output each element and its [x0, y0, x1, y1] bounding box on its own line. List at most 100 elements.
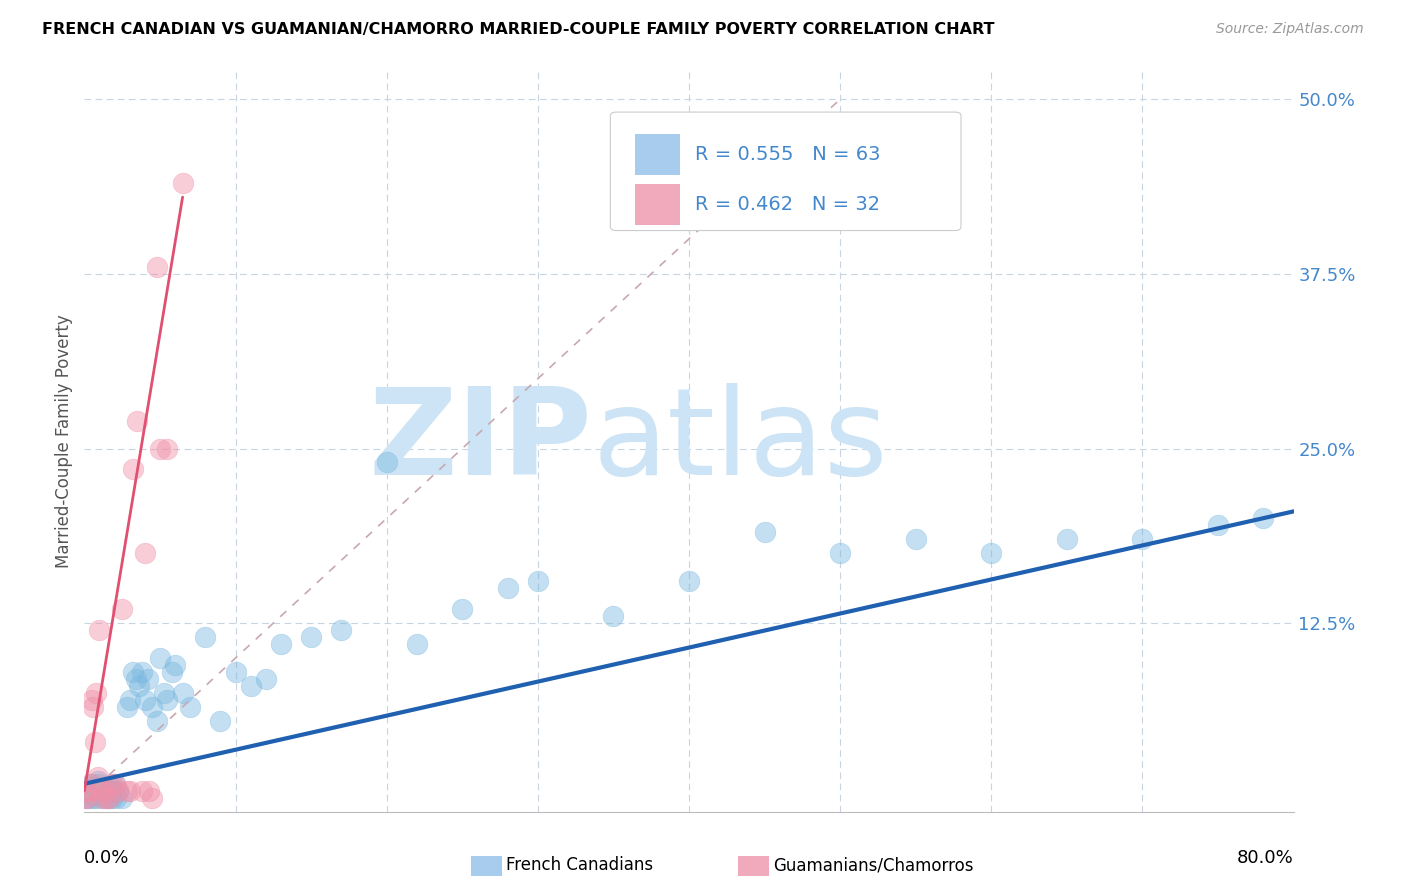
Point — [100, 790, 122, 805]
Text: R = 0.555   N = 63: R = 0.555 N = 63 — [695, 145, 880, 164]
Point — [1206, 518, 1229, 533]
Text: 0.0%: 0.0% — [84, 849, 129, 867]
Point — [73, 790, 96, 805]
Point — [141, 700, 163, 714]
Point — [156, 693, 179, 707]
Point — [93, 784, 115, 798]
Point — [406, 637, 429, 651]
Point — [375, 455, 398, 469]
Text: R = 0.462   N = 32: R = 0.462 N = 32 — [695, 195, 880, 214]
Point — [678, 574, 700, 589]
Point — [146, 260, 169, 274]
Point — [121, 665, 143, 679]
Text: Guamanians/Chamorros: Guamanians/Chamorros — [773, 856, 974, 874]
Point — [134, 693, 156, 707]
Point — [904, 533, 927, 547]
Bar — [634, 135, 681, 175]
Point — [97, 790, 120, 805]
Point — [146, 714, 169, 728]
Point — [115, 784, 138, 798]
Text: FRENCH CANADIAN VS GUAMANIAN/CHAMORRO MARRIED-COUPLE FAMILY POVERTY CORRELATION : FRENCH CANADIAN VS GUAMANIAN/CHAMORRO MA… — [42, 22, 994, 37]
Point — [96, 784, 118, 798]
Point — [101, 784, 124, 798]
Text: 80.0%: 80.0% — [1237, 849, 1294, 867]
Point — [96, 790, 118, 805]
Point — [194, 630, 217, 644]
Point — [79, 780, 101, 794]
Point — [141, 790, 163, 805]
Point — [136, 672, 159, 686]
Point — [1056, 533, 1078, 547]
Point — [526, 574, 548, 589]
Point — [98, 780, 121, 794]
Point — [451, 602, 474, 616]
Point — [118, 693, 141, 707]
Point — [115, 700, 138, 714]
Point — [89, 777, 111, 791]
Point — [90, 784, 112, 798]
Point — [77, 790, 100, 805]
Point — [128, 679, 150, 693]
Point — [118, 784, 141, 798]
Point — [91, 790, 114, 805]
Point — [1130, 533, 1153, 547]
Point — [84, 735, 107, 749]
Point — [75, 784, 97, 798]
Point — [104, 777, 127, 791]
Point — [76, 784, 98, 798]
Point — [79, 777, 101, 791]
Point — [86, 686, 108, 700]
Point — [97, 790, 120, 805]
Bar — [634, 185, 681, 225]
Point — [111, 602, 134, 616]
Point — [94, 790, 117, 805]
Point — [172, 176, 194, 190]
Point — [91, 790, 114, 805]
Point — [602, 609, 624, 624]
Point — [330, 623, 353, 637]
Point — [153, 686, 176, 700]
Point — [76, 790, 98, 805]
Point — [980, 546, 1002, 560]
Point — [172, 686, 194, 700]
Point — [82, 790, 104, 805]
Point — [121, 462, 143, 476]
Point — [104, 777, 127, 791]
Point — [299, 630, 322, 644]
Point — [86, 790, 108, 805]
Point — [138, 784, 160, 798]
Point — [87, 774, 110, 789]
Point — [496, 581, 519, 595]
Point — [100, 777, 122, 791]
Point — [160, 665, 183, 679]
Point — [131, 784, 153, 798]
Point — [90, 784, 112, 798]
Point — [125, 672, 148, 686]
Point — [163, 658, 186, 673]
Text: ZIP: ZIP — [368, 383, 592, 500]
Point — [239, 679, 262, 693]
Point — [254, 672, 277, 686]
Point — [82, 700, 104, 714]
Point — [89, 623, 111, 637]
Point — [84, 784, 107, 798]
FancyBboxPatch shape — [610, 112, 962, 230]
Point — [149, 442, 172, 456]
Text: Source: ZipAtlas.com: Source: ZipAtlas.com — [1216, 22, 1364, 37]
Point — [754, 525, 776, 540]
Point — [149, 651, 172, 665]
Point — [105, 790, 128, 805]
Point — [209, 714, 232, 728]
Point — [179, 700, 201, 714]
Point — [111, 790, 134, 805]
Point — [75, 790, 97, 805]
Point — [127, 414, 149, 428]
Point — [270, 637, 292, 651]
Point — [134, 546, 156, 560]
Point — [107, 784, 129, 798]
Point — [77, 784, 100, 798]
Point — [830, 546, 852, 560]
Point — [80, 693, 103, 707]
Point — [80, 777, 103, 791]
Point — [225, 665, 247, 679]
